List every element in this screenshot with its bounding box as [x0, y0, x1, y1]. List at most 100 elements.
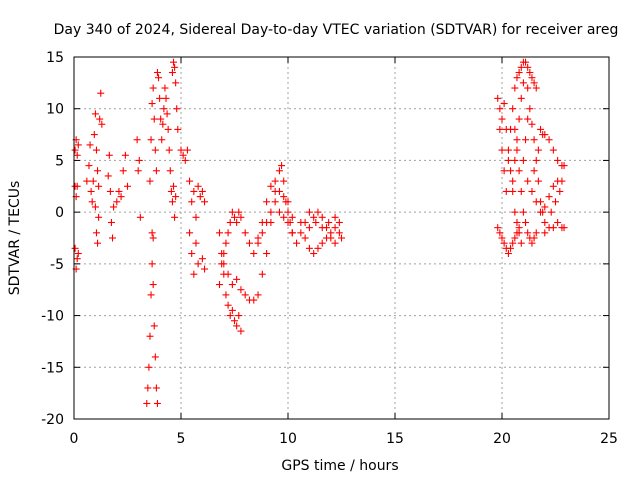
data-point: [233, 218, 241, 226]
data-point: [498, 115, 506, 123]
data-point: [528, 239, 536, 247]
data-point: [146, 332, 154, 340]
data-point: [502, 187, 510, 195]
data-point: [532, 198, 540, 206]
data-point: [549, 182, 557, 190]
data-point: [201, 198, 209, 206]
data-points: [71, 58, 568, 407]
data-point: [190, 270, 198, 278]
data-point: [162, 94, 170, 102]
data-point: [509, 239, 517, 247]
data-point: [519, 156, 527, 164]
data-point: [517, 187, 525, 195]
data-point: [73, 182, 81, 190]
data-point: [115, 187, 123, 195]
data-point: [135, 156, 143, 164]
data-point: [92, 146, 100, 154]
data-point: [318, 239, 326, 247]
data-point: [186, 177, 194, 185]
y-tick-label: -15: [41, 360, 64, 376]
data-point: [258, 229, 266, 237]
y-axis-label: SDTVAR / TECUs: [7, 181, 23, 296]
data-point: [537, 208, 545, 216]
x-tick-label: 20: [493, 431, 511, 447]
data-point: [545, 193, 553, 201]
x-tick-label: 10: [279, 431, 297, 447]
data-point: [224, 270, 232, 278]
data-point: [318, 213, 326, 221]
data-point: [231, 317, 238, 325]
data-point: [310, 213, 318, 221]
data-point: [163, 110, 171, 118]
data-point: [158, 136, 166, 144]
data-point: [275, 167, 283, 175]
data-point: [318, 224, 326, 232]
data-point: [192, 213, 200, 221]
data-point: [149, 281, 157, 289]
data-point: [301, 234, 309, 242]
data-point: [170, 182, 178, 190]
data-point: [228, 208, 236, 216]
data-point: [560, 162, 568, 170]
data-point: [171, 213, 179, 221]
data-point: [517, 94, 525, 102]
data-point: [94, 167, 102, 175]
data-point: [194, 260, 202, 268]
data-point: [190, 187, 198, 195]
data-point: [549, 224, 557, 232]
data-point: [515, 115, 523, 123]
data-point: [284, 218, 292, 226]
data-point: [545, 136, 553, 144]
data-point: [224, 301, 232, 309]
data-point: [524, 177, 532, 185]
data-point: [280, 193, 288, 201]
data-point: [500, 239, 508, 247]
data-point: [511, 208, 519, 216]
data-point: [539, 131, 547, 139]
data-point: [327, 234, 335, 242]
data-point: [537, 125, 545, 133]
data-point: [263, 198, 271, 206]
data-point: [496, 105, 504, 113]
data-point: [237, 213, 245, 221]
data-point: [134, 167, 142, 175]
data-point: [231, 213, 238, 221]
data-point: [89, 177, 97, 185]
data-point: [173, 105, 181, 113]
data-point: [335, 229, 343, 237]
data-point: [73, 151, 81, 159]
data-point: [233, 322, 241, 330]
data-point: [155, 74, 163, 82]
data-point: [519, 208, 527, 216]
data-point: [532, 84, 540, 92]
data-point: [314, 208, 322, 216]
data-point: [117, 193, 125, 201]
x-axis-label: GPS time / hours: [281, 458, 398, 474]
data-point: [181, 156, 189, 164]
data-point: [196, 193, 204, 201]
data-point: [297, 218, 305, 226]
data-point: [556, 187, 564, 195]
data-point: [147, 136, 155, 144]
data-point: [121, 151, 129, 159]
data-point: [513, 146, 521, 154]
data-point: [88, 198, 96, 206]
data-point: [96, 115, 104, 123]
data-point: [153, 69, 161, 77]
data-point: [517, 63, 525, 71]
data-point: [171, 63, 179, 71]
data-point: [534, 177, 542, 185]
data-point: [280, 177, 288, 185]
data-point: [541, 218, 549, 226]
data-point: [98, 120, 106, 128]
data-point: [498, 234, 506, 242]
data-point: [149, 234, 157, 242]
data-point: [522, 58, 530, 66]
data-point: [509, 177, 517, 185]
y-tick-label: -10: [41, 309, 64, 325]
data-point: [94, 239, 102, 247]
data-point: [237, 286, 245, 294]
data-point: [528, 187, 536, 195]
data-point: [174, 125, 182, 133]
